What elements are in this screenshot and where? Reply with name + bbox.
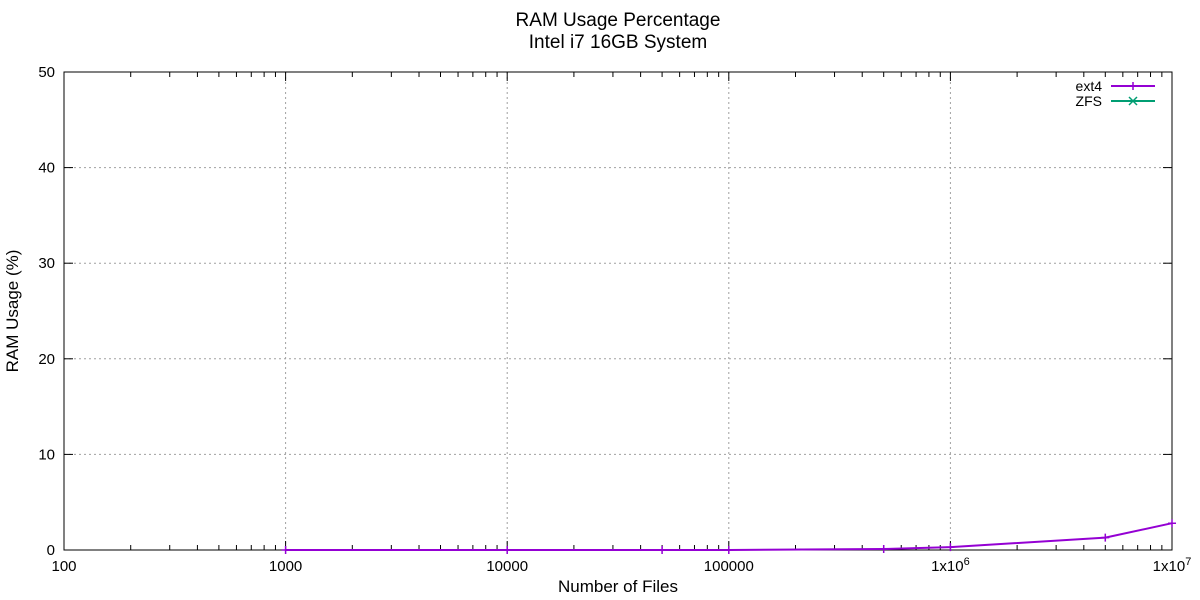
data-point-marker [724,546,733,554]
data-point-marker [946,543,955,552]
y-axis-label: RAM Usage (%) [3,250,22,373]
series-line-ext4 [285,522,1173,551]
data-point-marker [281,546,290,554]
axes: 100 1000 10000 100000 1x106 1x107 0 10 20 30 40 50 [38,64,1191,575]
chart-title: RAM Usage Percentage [516,10,721,31]
x-tick-label: 1x107 [1153,556,1192,575]
y-tick-label: 0 [47,542,55,559]
data-point-marker [658,546,667,554]
y-tick-label: 50 [38,64,55,81]
plot-frame [63,71,1173,551]
data-point-marker [879,545,888,554]
legend-label-ext4: ext4 [1076,78,1103,94]
x-tick-label: 100 [51,558,76,575]
data-point-marker [1101,533,1110,542]
series-layer [281,519,1176,554]
data-point-marker [1128,96,1138,106]
data-point-marker [1168,519,1176,528]
grid [64,72,1172,550]
x-tick-label: 1x106 [931,556,970,575]
chart-subtitle: Intel i7 16GB System [529,32,707,53]
x-axis-label: Number of Files [558,577,678,596]
y-tick-label: 10 [38,446,55,463]
x-tick-label: 10000 [486,558,528,575]
data-point-marker [503,546,512,554]
x-tick-label: 100000 [704,558,754,575]
legend-label-zfs: ZFS [1076,93,1102,109]
y-tick-label: 20 [38,351,55,368]
data-point-marker [1129,82,1137,90]
y-tick-label: 40 [38,160,55,177]
y-tick-label: 30 [38,255,55,272]
x-tick-label: 1000 [269,558,302,575]
